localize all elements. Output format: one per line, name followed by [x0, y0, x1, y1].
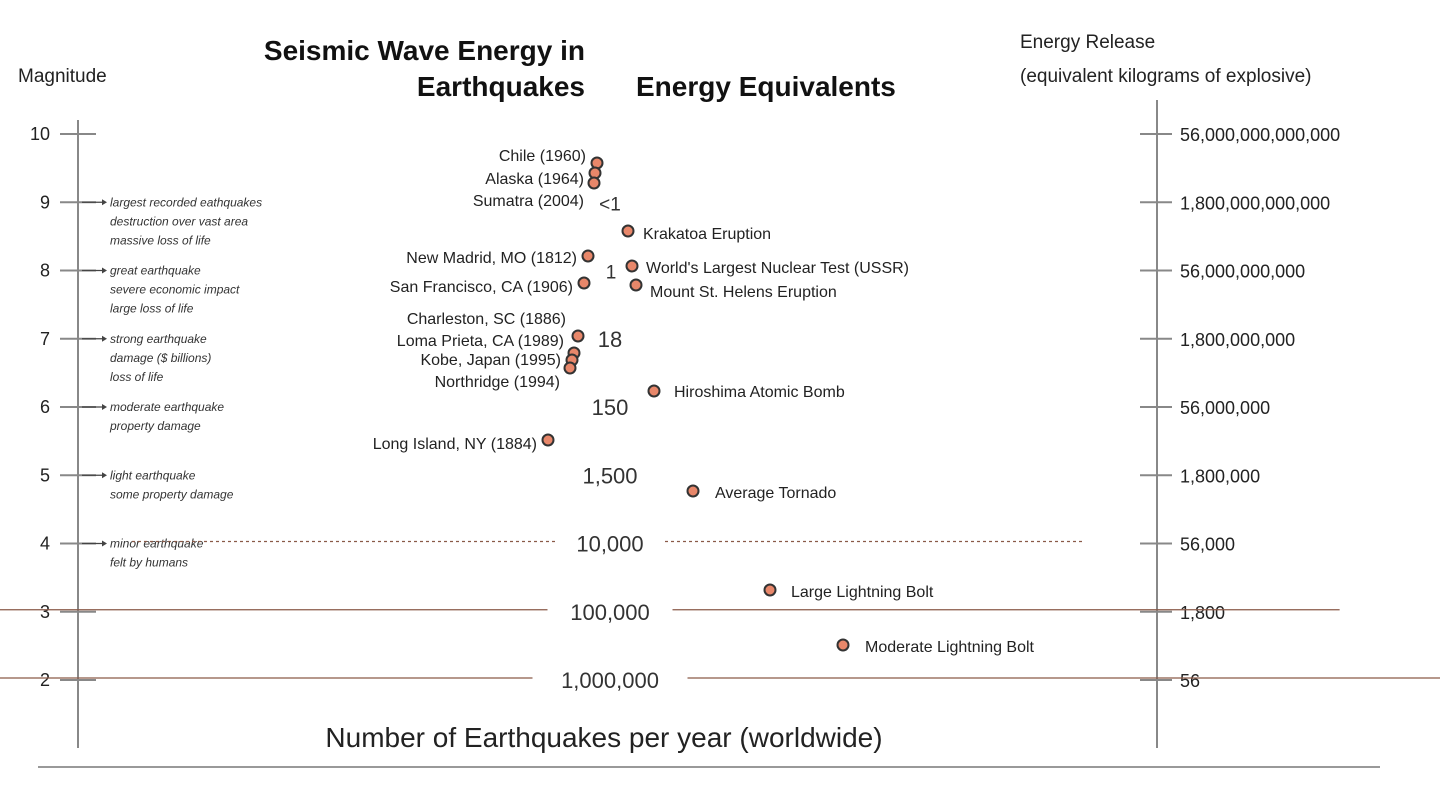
magnitude-tick-label: 9 [40, 192, 50, 212]
earthquake-label: Alaska (1964) [485, 171, 584, 188]
equivalent-label: Moderate Lightning Bolt [865, 639, 1035, 656]
energy-axis-title-line1: Energy Release [1020, 32, 1155, 53]
magnitude-description-line: some property damage [110, 487, 234, 501]
magnitude-description-line: felt by humans [110, 556, 188, 570]
bottom-caption: Number of Earthquakes per year (worldwid… [325, 722, 882, 753]
equivalent-dot [621, 224, 635, 238]
magnitude-description-line: great earthquake [110, 264, 201, 278]
arrow-icon [102, 404, 107, 410]
energy-tick-label: 56,000 [1180, 535, 1235, 555]
magnitude-description-line: light earthquake [110, 468, 196, 482]
earthquake-counts: <1 1 18 150 1,500 10,000 100,000 1,000,000 [0, 194, 1440, 693]
earthquake-count-label: 100,000 [570, 600, 650, 625]
earthquake-dot [587, 176, 601, 190]
earthquake-label: Charleston, SC (1886) [407, 311, 566, 328]
title-energy-equivalents: Energy Equivalents [636, 71, 896, 102]
energy-tick-label: 56,000,000 [1180, 398, 1270, 418]
earthquake-count-label: 1,000,000 [561, 668, 659, 693]
magnitude-axis-title: Magnitude [18, 66, 107, 87]
title-left-line1: Seismic Wave Energy in [264, 35, 585, 66]
equivalent-dot [629, 278, 643, 292]
energy-tick-label: 56,000,000,000,000 [1180, 125, 1340, 145]
earthquake-count-label: 1,500 [582, 463, 637, 488]
energy-axis-title-line2: (equivalent kilograms of explosive) [1020, 66, 1311, 87]
equivalent-label: World's Largest Nuclear Test (USSR) [646, 260, 909, 277]
energy-tick-label: 1,800 [1180, 603, 1225, 623]
magnitude-tick-label: 5 [40, 465, 50, 485]
magnitude-tick-label: 2 [40, 670, 50, 690]
equivalent-dot [686, 484, 700, 498]
magnitude-descriptions: largest recorded eathquakes destruction o… [82, 195, 262, 570]
earthquake-label: Sumatra (2004) [473, 193, 584, 210]
magnitude-tick-label: 7 [40, 329, 50, 349]
earthquake-count-label: 150 [592, 395, 629, 420]
earthquake-events: Chile (1960) Alaska (1964) Sumatra (2004) N… [373, 148, 604, 453]
arrow-icon [102, 335, 107, 342]
equivalent-label: Average Tornado [715, 485, 836, 502]
magnitude-tick-label: 10 [30, 124, 50, 144]
arrow-icon [102, 267, 107, 274]
magnitude-description-line: loss of life [110, 370, 164, 384]
arrow-icon [102, 199, 107, 206]
magnitude-description-line: severe economic impact [110, 283, 240, 297]
magnitude-tick-label: 3 [40, 602, 50, 622]
equivalent-dot [625, 259, 639, 273]
equivalent-label: Mount St. Helens Eruption [650, 284, 837, 301]
magnitude-tick-label: 8 [40, 261, 50, 281]
equivalent-label: Hiroshima Atomic Bomb [674, 384, 845, 401]
earthquake-count-label: 10,000 [576, 532, 643, 557]
energy-equivalent-events: Krakatoa Eruption World's Largest Nuclear… [621, 224, 1035, 656]
magnitude-description-line: property damage [109, 419, 201, 433]
equivalent-dot [836, 638, 850, 652]
energy-tick-label: 56 [1180, 671, 1200, 691]
earthquake-label: Kobe, Japan (1995) [420, 352, 561, 369]
earthquake-count-label: 18 [598, 327, 622, 352]
magnitude-ticks: 10 9 8 7 6 5 4 3 2 [30, 124, 96, 690]
energy-tick-label: 1,800,000 [1180, 466, 1260, 486]
earthquake-label: Long Island, NY (1884) [373, 436, 537, 453]
earthquake-label: Chile (1960) [499, 148, 586, 165]
magnitude-tick-label: 6 [40, 397, 50, 417]
magnitude-description-line: destruction over vast area [110, 214, 248, 228]
magnitude-tick-label: 4 [40, 534, 50, 554]
magnitude-description-line: strong earthquake [110, 332, 207, 346]
title-left-line2: Earthquakes [417, 71, 585, 102]
earthquake-count-label: 1 [606, 263, 617, 284]
magnitude-description-line: damage ($ billions) [110, 351, 211, 365]
earthquake-dot [563, 361, 577, 375]
earthquake-label: Loma Prieta, CA (1989) [397, 333, 564, 350]
energy-tick-label: 1,800,000,000,000 [1180, 193, 1330, 213]
earthquake-dot [541, 433, 555, 447]
magnitude-description-line: minor earthquake [110, 537, 204, 551]
equivalent-label: Large Lightning Bolt [791, 584, 934, 601]
magnitude-description-line: moderate earthquake [110, 400, 224, 414]
earthquake-dot [571, 329, 585, 343]
equivalent-dot [647, 384, 661, 398]
magnitude-description-line: large loss of life [110, 302, 194, 316]
equivalent-dot [763, 583, 777, 597]
earthquake-label: New Madrid, MO (1812) [406, 250, 577, 267]
energy-tick-label: 56,000,000,000 [1180, 262, 1305, 282]
magnitude-description-line: massive loss of life [110, 233, 211, 247]
arrow-icon [102, 472, 107, 479]
earthquake-count-label: <1 [599, 194, 621, 215]
arrow-icon [102, 540, 107, 547]
energy-tick-label: 1,800,000,000 [1180, 330, 1295, 350]
earthquake-label: San Francisco, CA (1906) [390, 279, 573, 296]
earthquake-label: Northridge (1994) [435, 374, 560, 391]
energy-ticks: 56,000,000,000,000 1,800,000,000,000 56,00… [1140, 125, 1340, 691]
equivalent-label: Krakatoa Eruption [643, 226, 771, 243]
earthquake-dot [581, 249, 595, 263]
magnitude-description-line: largest recorded eathquakes [110, 195, 262, 209]
earthquake-dot [577, 276, 591, 290]
